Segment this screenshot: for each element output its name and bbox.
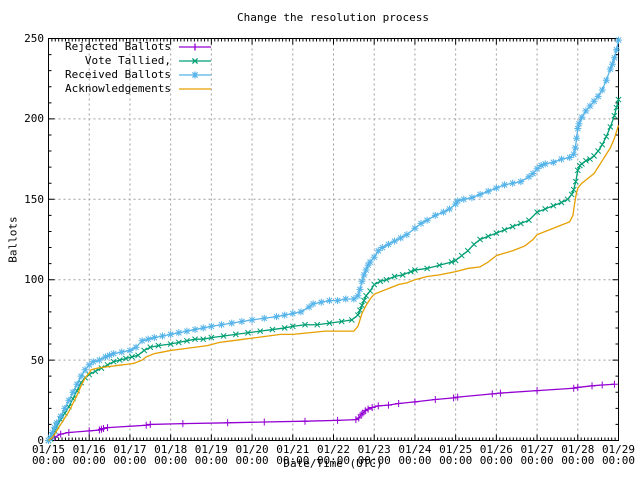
legend-sample-line [179, 57, 211, 65]
x-tick-label: 01/28 00:00 [561, 443, 595, 467]
plot-border [48, 38, 619, 441]
series-markers [45, 380, 618, 444]
legend-label: Acknowledgements [65, 82, 171, 95]
y-tick-label: 100 [24, 273, 44, 287]
y-tick-label: 50 [30, 353, 44, 367]
y-tick-label: 200 [24, 112, 44, 126]
legend-label: Received Ballots [65, 68, 171, 81]
x-tick-label: 01/15 00:00 [31, 443, 66, 467]
x-tick-label: 01/21 00:00 [276, 443, 310, 467]
series-vote-tallied [45, 96, 622, 444]
x-tick-label: 01/25 00:00 [439, 443, 473, 467]
legend-item-received-ballots: Received Ballots [53, 68, 213, 82]
x-tick-label: 01/16 00:00 [72, 443, 106, 467]
legend-label: Rejected Ballots [65, 40, 171, 53]
chart-title: Change the resolution process [236, 11, 430, 24]
legend-item-vote-tallied: Vote Tallied, [53, 54, 213, 68]
series-line [48, 125, 620, 442]
legend-sample-line [179, 88, 211, 90]
y-tick-label: 150 [24, 192, 44, 206]
series-acknowledgements [48, 125, 620, 442]
x-tick-label: 01/20 00:00 [235, 443, 269, 467]
series-rejected-ballots [45, 380, 618, 444]
x-tick-label: 01/18 00:00 [154, 443, 188, 467]
x-axis-label: Date/Time (UTC) [283, 457, 383, 470]
x-tick-label: 01/17 00:00 [113, 443, 147, 467]
y-tick-label: 0 [37, 434, 44, 447]
legend-label: Vote Tallied, [84, 54, 171, 67]
x-tick-label: 01/19 00:00 [194, 443, 228, 467]
y-tick-label: 250 [24, 32, 44, 45]
series-line [48, 383, 615, 442]
x-tick-label: 01/26 00:00 [479, 443, 513, 467]
grid-lines [48, 38, 619, 441]
x-tick-label: 01/29 00:00 [601, 443, 636, 467]
x-tick-label: 01/23 00:00 [357, 443, 391, 467]
x-tick-label: 01/24 00:00 [398, 443, 432, 467]
chart-legend: Rejected Ballots Vote Tallied, Received … [53, 40, 213, 96]
x-tick-label: 01/27 00:00 [520, 443, 554, 467]
legend-item-rejected-ballots: Rejected Ballots [53, 40, 213, 54]
legend-item-acknowledgements: Acknowledgements [53, 82, 213, 96]
legend-sample-line [179, 43, 211, 51]
legend-sample-line [179, 71, 211, 79]
x-tick-label: 01/22 00:00 [316, 443, 351, 467]
